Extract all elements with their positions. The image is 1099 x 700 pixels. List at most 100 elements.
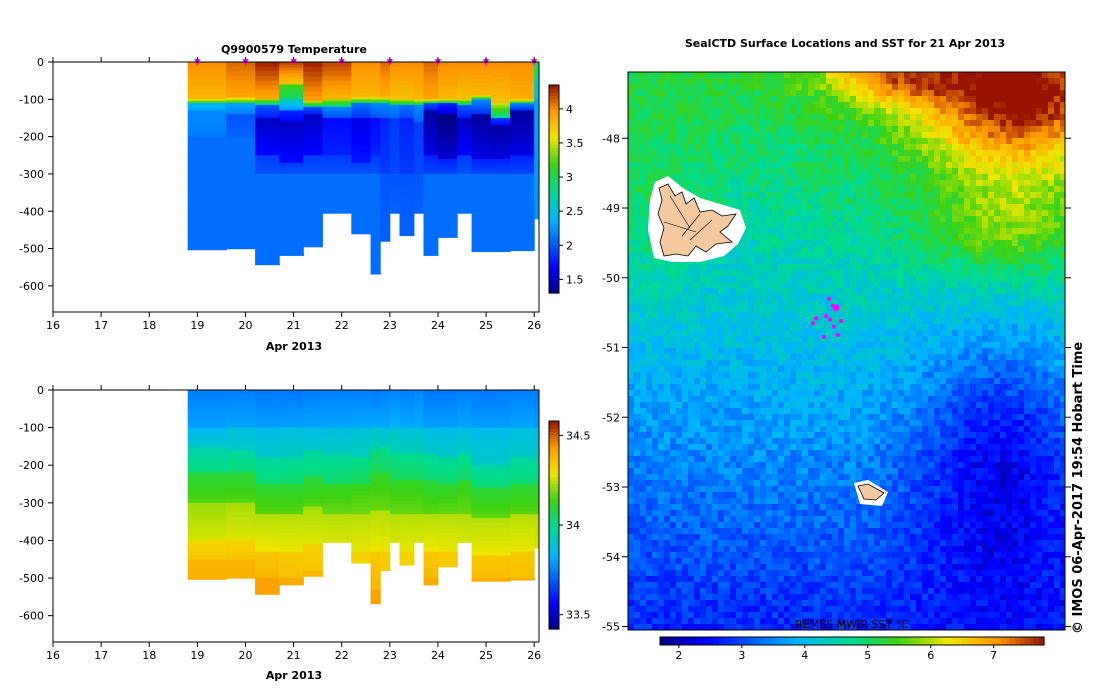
sst-cell xyxy=(910,234,917,241)
heatmap-cell xyxy=(438,142,458,149)
sst-cell xyxy=(880,156,887,163)
colorbar-cell xyxy=(549,123,559,128)
sst-cell xyxy=(790,174,797,181)
sst-cell xyxy=(856,90,863,97)
sst-cell xyxy=(724,258,731,265)
heatmap-cell xyxy=(399,430,415,435)
sst-cell xyxy=(1042,210,1049,217)
heatmap-cell xyxy=(303,444,323,448)
heatmap-cell xyxy=(510,480,535,485)
heatmap-cell xyxy=(457,477,473,481)
sst-cell xyxy=(988,198,995,205)
sst-cell xyxy=(826,264,833,271)
heatmap-cell xyxy=(226,461,256,465)
sst-cell xyxy=(1012,96,1019,103)
heatmap-cell xyxy=(322,476,352,481)
heatmap-cell xyxy=(423,171,439,175)
sst-cell xyxy=(868,186,875,193)
heatmap-cell xyxy=(187,150,227,166)
heatmap-cell xyxy=(457,111,473,114)
sst-cell xyxy=(1048,234,1055,241)
heatmap-cell xyxy=(303,520,323,526)
heatmap-cell xyxy=(438,418,458,424)
sst-cell xyxy=(946,300,953,307)
sst-cell xyxy=(832,156,839,163)
sst-cell xyxy=(952,270,959,277)
sst-cell xyxy=(940,192,947,199)
heatmap-cell xyxy=(380,112,391,115)
heatmap-cell xyxy=(413,85,424,91)
heatmap-cell xyxy=(187,133,227,138)
heatmap-cell xyxy=(510,491,535,496)
sst-cell xyxy=(958,216,965,223)
sst-cell xyxy=(718,90,725,97)
sst-cell xyxy=(1018,246,1025,253)
heatmap-cell xyxy=(534,535,540,541)
sst-cell xyxy=(826,72,833,79)
sst-cell xyxy=(634,198,641,205)
sst-cell xyxy=(748,258,755,265)
heatmap-cell xyxy=(399,561,415,564)
heatmap-cell xyxy=(279,76,304,80)
heatmap-cell xyxy=(413,480,424,486)
sst-cell xyxy=(994,210,1001,217)
sst-cell xyxy=(868,246,875,253)
sst-cell xyxy=(820,300,827,307)
sst-cell xyxy=(682,156,689,163)
heatmap-cell xyxy=(413,183,424,190)
heatmap-cell xyxy=(303,554,323,558)
heatmap-cell xyxy=(413,535,424,540)
sst-cell xyxy=(814,240,821,247)
sst-cell xyxy=(676,150,683,157)
sst-cell xyxy=(790,198,797,205)
heatmap-cell xyxy=(351,404,371,410)
heatmap-cell xyxy=(187,566,227,570)
sst-cell xyxy=(970,252,977,259)
heatmap-cell xyxy=(322,404,352,410)
heatmap-cell xyxy=(226,88,256,94)
heatmap-cell xyxy=(226,117,256,121)
sst-cell xyxy=(820,192,827,199)
sst-cell xyxy=(664,276,671,283)
sst-cell xyxy=(778,276,785,283)
sst-cell xyxy=(826,270,833,277)
heatmap-cell xyxy=(351,477,371,482)
sst-cell xyxy=(814,216,821,223)
sst-cell xyxy=(646,258,653,265)
heatmap-cell xyxy=(380,224,391,234)
colorbar-cell xyxy=(549,452,559,457)
sst-cell xyxy=(1030,156,1037,163)
sst-cell xyxy=(772,168,779,175)
sst-cell xyxy=(634,288,641,295)
heatmap-cell xyxy=(471,114,492,121)
heatmap-cell xyxy=(510,542,535,548)
sst-cell xyxy=(886,174,893,181)
heatmap-cell xyxy=(534,73,540,77)
heatmap-cell xyxy=(389,62,400,68)
heatmap-cell xyxy=(322,188,352,195)
heatmap-cell xyxy=(490,550,511,557)
heatmap-cell xyxy=(370,598,381,601)
sst-cell xyxy=(694,276,701,283)
heatmap-cell xyxy=(423,404,439,410)
heatmap-cell xyxy=(389,521,400,526)
sst-cell xyxy=(1060,186,1065,193)
sst-cell xyxy=(874,96,881,103)
sst-cell xyxy=(952,186,959,193)
sst-cell xyxy=(988,96,995,103)
sst-cell xyxy=(940,156,947,163)
sst-cell xyxy=(1054,180,1061,187)
sst-cell xyxy=(694,180,701,187)
heatmap-cell xyxy=(457,203,473,209)
sst-cell xyxy=(802,150,809,157)
heatmap-cell xyxy=(490,473,511,478)
sst-cell xyxy=(1048,150,1055,157)
heatmap-cell xyxy=(413,450,424,455)
heatmap-cell xyxy=(534,418,540,424)
sst-cell xyxy=(994,222,1001,229)
heatmap-cell xyxy=(423,214,439,225)
sst-cell xyxy=(724,198,731,205)
heatmap-cell xyxy=(187,413,227,419)
colorbar-cell xyxy=(549,223,559,228)
sst-cell xyxy=(1048,120,1055,127)
